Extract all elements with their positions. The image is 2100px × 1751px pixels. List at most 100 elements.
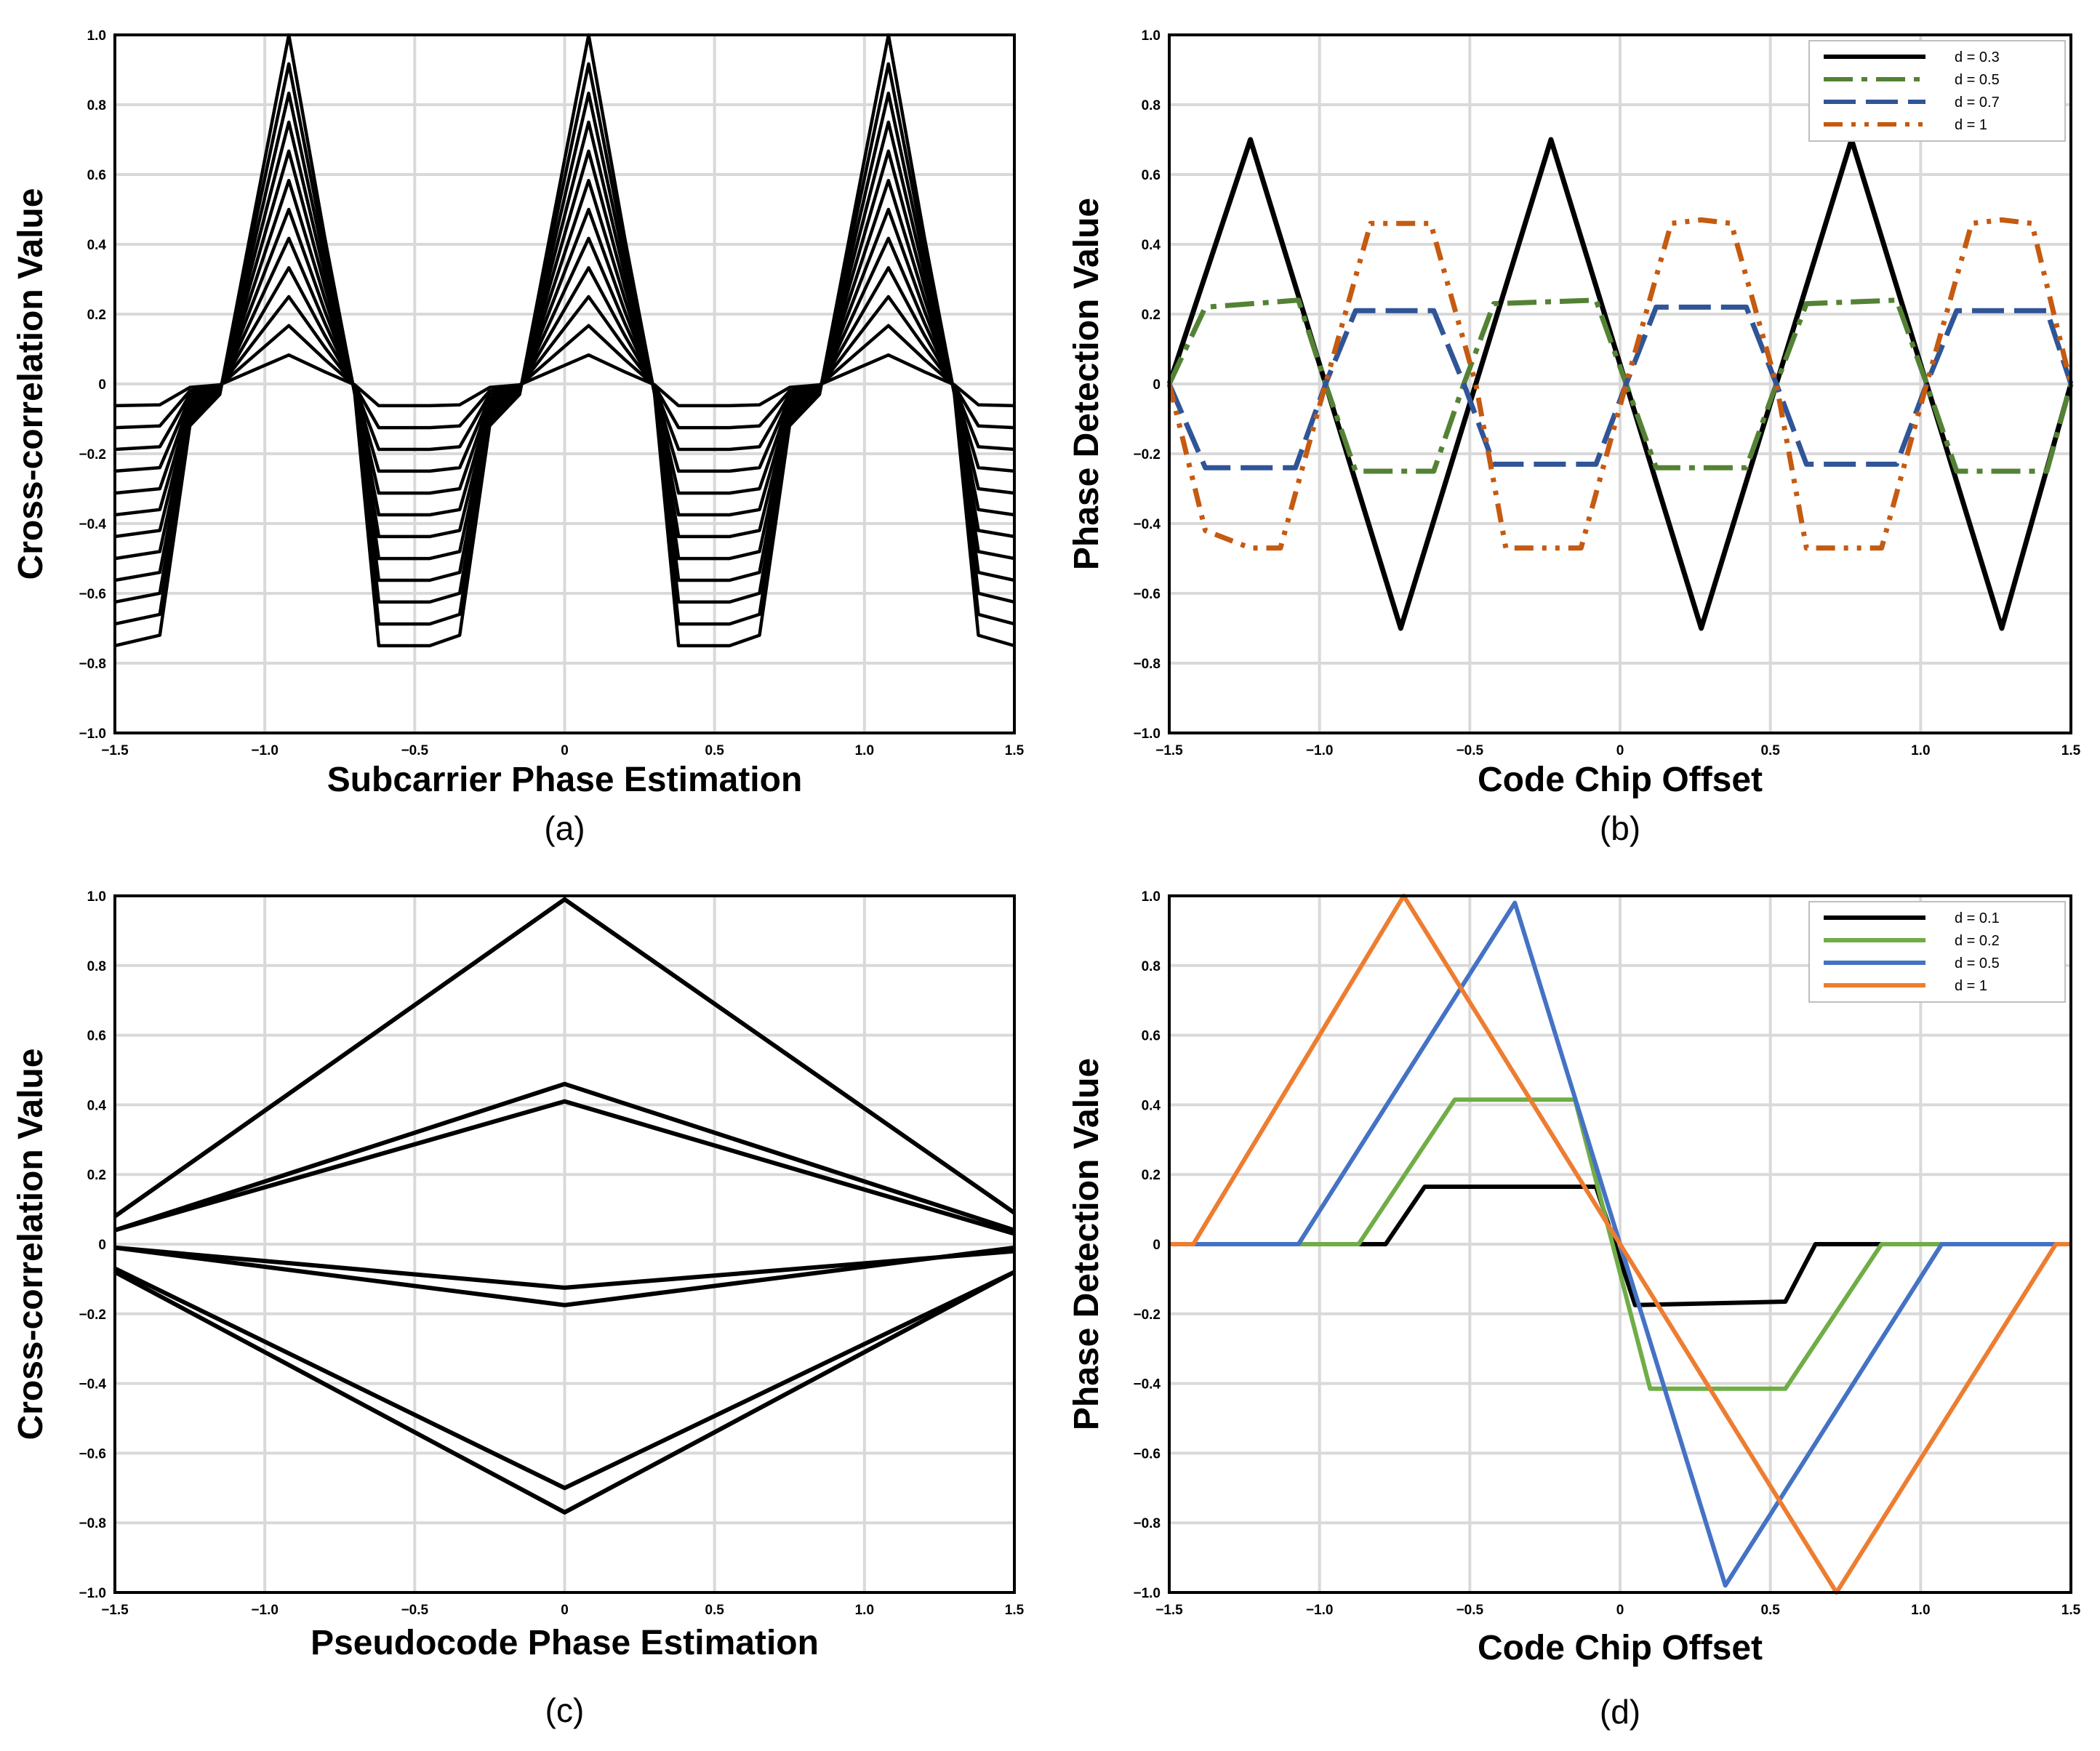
x-tick-label: 0.5 — [705, 1603, 724, 1618]
y-tick-label: 0 — [98, 377, 106, 393]
x-axis-label: Pseudocode Phase Estimation — [310, 1624, 819, 1662]
series-line-3 — [114, 1099, 1015, 1236]
series-line-2 — [114, 324, 1015, 430]
series-line-3 — [114, 294, 1015, 452]
series-line-1 — [1169, 1185, 2071, 1307]
y-tick-label: −1.0 — [79, 726, 106, 742]
x-tick-label: −1.5 — [1155, 1603, 1183, 1618]
series-line-4 — [114, 265, 1015, 473]
x-tick-label: −0.5 — [401, 743, 429, 758]
series-line-8 — [114, 149, 1015, 561]
chart-panel-2: −1.5 −1.0 −0.5 0 0.5 1.0 1.51.00.80.60.40.20−0… — [1067, 28, 2081, 847]
plot-frame — [1168, 894, 2072, 1594]
legend-label: d = 0.2 — [1955, 933, 2000, 949]
x-tick-label: 1.5 — [2061, 1603, 2081, 1618]
y-tick-label: 0.2 — [1142, 1168, 1161, 1183]
plot-frame — [113, 894, 1016, 1594]
series-line-5 — [114, 1245, 1015, 1307]
series-group — [113, 897, 1016, 1515]
series-line-6 — [114, 207, 1015, 517]
legend-label: d = 1 — [1955, 978, 1987, 994]
series-line-6 — [113, 1266, 1016, 1491]
series-line-5 — [114, 236, 1015, 495]
x-axis-label: Subcarrier Phase Estimation — [327, 761, 803, 799]
x-tick-label: −1.5 — [101, 1603, 129, 1618]
panel-caption: (c) — [545, 1691, 585, 1729]
series-line-12 — [114, 33, 1015, 648]
series-line-4 — [114, 1245, 1015, 1290]
series-line-7 — [113, 1270, 1016, 1515]
x-tick-label: 0.5 — [1760, 743, 1780, 758]
x-tick-label: −0.5 — [1456, 743, 1484, 758]
panel-caption: (b) — [1600, 809, 1640, 847]
x-tick-label: −0.5 — [1456, 1603, 1484, 1618]
y-tick-label: 0.4 — [87, 1098, 107, 1113]
y-tick-label: −0.2 — [79, 447, 106, 462]
y-tick-label: 0.4 — [1142, 238, 1161, 253]
y-tick-label: −0.4 — [1133, 517, 1161, 532]
x-axis-label: Code Chip Offset — [1478, 761, 1763, 799]
x-tick-label: 1.5 — [1005, 743, 1025, 758]
y-tick-label: 0.6 — [1142, 1029, 1161, 1044]
legend-label: d = 0.5 — [1955, 955, 2000, 971]
y-tick-label: −0.6 — [79, 1446, 106, 1462]
x-tick-label: −1.0 — [251, 1603, 278, 1618]
y-tick-label: 0.8 — [87, 98, 106, 113]
series-line-10 — [114, 91, 1015, 604]
x-tick-label: 0 — [561, 1603, 569, 1618]
y-tick-label: −0.8 — [1133, 1516, 1161, 1531]
y-tick-label: −0.6 — [1133, 1446, 1161, 1462]
y-axis-label: Cross-correlation Value — [12, 1049, 50, 1441]
y-tick-label: 0.6 — [87, 168, 106, 183]
legend-label: d = 0.3 — [1955, 49, 2000, 65]
x-tick-label: 0.5 — [1760, 1603, 1780, 1618]
y-tick-label: −0.8 — [1133, 657, 1161, 672]
series-line-3 — [1166, 304, 2074, 470]
x-tick-label: 0.5 — [705, 743, 724, 758]
series-group — [1169, 894, 2071, 1595]
y-tick-label: −0.4 — [1133, 1377, 1161, 1393]
plot-frame — [113, 33, 1016, 734]
x-tick-label: 0 — [1616, 1603, 1624, 1618]
series-line-9 — [114, 120, 1015, 582]
panel-caption: (d) — [1600, 1693, 1640, 1731]
series-line-11 — [114, 62, 1015, 626]
y-tick-label: 0.2 — [87, 1168, 106, 1183]
y-tick-label: 0.6 — [1142, 168, 1161, 183]
x-tick-label: −1.0 — [251, 743, 278, 758]
y-tick-label: −0.2 — [1133, 447, 1161, 462]
y-tick-label: −0.2 — [79, 1307, 106, 1323]
chart-panel-3: −1.5 −1.0 −0.5 0 0.5 1.0 1.5 1.0 0.8 0.6 0.4 0.2 0 −0… — [12, 889, 1025, 1729]
y-tick-label: −0.2 — [1133, 1307, 1161, 1323]
series-line-2 — [1169, 1097, 2071, 1391]
x-tick-label: 1.0 — [855, 1603, 874, 1618]
y-tick-label: −0.8 — [79, 657, 106, 672]
y-tick-label: 0.8 — [1142, 959, 1161, 974]
series-line-1 — [114, 353, 1015, 408]
series-group — [1166, 137, 2074, 631]
series-line-4 — [1169, 894, 2071, 1595]
panel-caption: (a) — [544, 809, 585, 847]
x-tick-label: 1.5 — [2061, 743, 2081, 758]
x-tick-label: −1.0 — [1306, 743, 1334, 758]
x-tick-label: 1.5 — [1005, 1603, 1025, 1618]
legend-label: d = 1 — [1955, 117, 1987, 133]
y-tick-label: −0.4 — [79, 517, 106, 532]
y-tick-label: 0.2 — [1142, 308, 1161, 323]
x-tick-label: 0 — [561, 743, 569, 758]
y-tick-label: −0.8 — [79, 1516, 106, 1531]
x-tick-label: 0 — [1616, 743, 1624, 758]
y-tick-label: 0.8 — [87, 959, 106, 974]
x-tick-label: −1.5 — [101, 743, 129, 758]
x-tick-label: −1.5 — [1155, 743, 1183, 758]
y-tick-label: 0 — [1153, 1238, 1161, 1253]
y-tick-label: 0.4 — [87, 238, 107, 253]
y-tick-label: −0.4 — [79, 1377, 106, 1393]
x-tick-label: 1.0 — [1911, 743, 1930, 758]
y-tick-label: 0.6 — [87, 1029, 106, 1044]
y-tick-label: −1.0 — [79, 1586, 106, 1601]
y-tick-label: 0 — [1153, 377, 1161, 393]
x-tick-label: 1.0 — [855, 743, 874, 758]
legend-label: d = 0.1 — [1955, 910, 2000, 926]
